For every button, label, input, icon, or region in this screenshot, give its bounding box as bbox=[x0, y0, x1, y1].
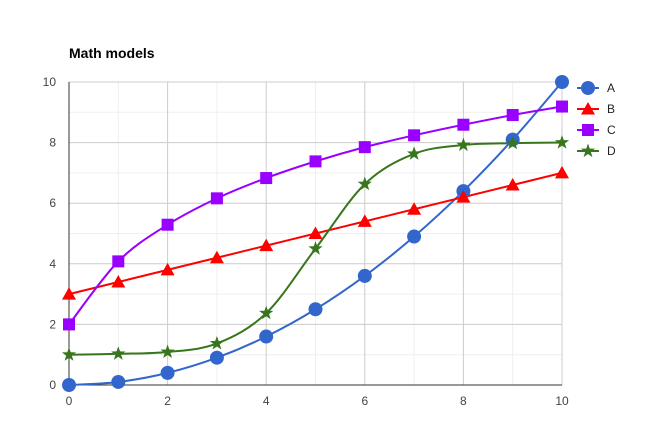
data-point-d bbox=[456, 137, 471, 152]
data-point-b bbox=[160, 262, 175, 276]
data-point-d bbox=[61, 347, 77, 361]
axes: 0 2 4 6 8 10 0 2 4 6 8 10 bbox=[43, 75, 569, 408]
legend-label-a: A bbox=[607, 81, 615, 95]
y-tick-label: 2 bbox=[49, 317, 56, 331]
legend-label-b: B bbox=[607, 102, 615, 116]
data-point-a bbox=[209, 350, 224, 365]
data-point-b bbox=[308, 226, 323, 239]
data-point-b bbox=[407, 202, 422, 215]
y-tick-label: 8 bbox=[49, 136, 56, 150]
data-point-c bbox=[260, 172, 273, 185]
data-point-c bbox=[457, 118, 470, 131]
y-tick-label: 10 bbox=[43, 75, 57, 89]
data-point-c bbox=[358, 141, 371, 154]
data-point-d bbox=[406, 146, 422, 160]
data-point-b bbox=[456, 190, 471, 203]
data-point-d bbox=[505, 135, 520, 150]
data-point-c bbox=[309, 155, 322, 168]
x-tick-label: 4 bbox=[263, 394, 270, 408]
data-point-b bbox=[357, 214, 372, 227]
x-tick-label: 6 bbox=[361, 394, 368, 408]
data-point-b bbox=[555, 165, 569, 179]
data-point-b bbox=[259, 238, 274, 252]
y-tick-label: 4 bbox=[49, 257, 56, 271]
data-point-a bbox=[407, 229, 422, 244]
legend-label-c: C bbox=[607, 123, 616, 137]
x-tick-label: 10 bbox=[555, 394, 569, 408]
data-point-a bbox=[111, 374, 126, 389]
data-point-d bbox=[209, 335, 225, 350]
data-point-a bbox=[555, 75, 569, 89]
data-point-d bbox=[357, 176, 372, 191]
data-point-c bbox=[210, 192, 223, 205]
data-point-d bbox=[259, 305, 274, 320]
data-point-c bbox=[161, 218, 174, 231]
series-markers bbox=[61, 75, 570, 392]
x-tick-label: 8 bbox=[460, 394, 467, 408]
data-point-a bbox=[308, 302, 323, 317]
data-point-b bbox=[62, 287, 76, 300]
x-tick-label: 2 bbox=[164, 394, 171, 408]
data-point-c bbox=[63, 318, 75, 331]
data-point-b bbox=[111, 274, 126, 288]
data-point-c bbox=[112, 255, 125, 268]
y-tick-label: 0 bbox=[49, 378, 56, 392]
chart-title: Math models bbox=[69, 45, 155, 61]
legend-marker-c bbox=[582, 124, 594, 136]
legend-label-d: D bbox=[607, 144, 616, 158]
data-point-d bbox=[160, 344, 175, 359]
x-tick-label: 0 bbox=[66, 394, 73, 408]
legend-marker-b bbox=[581, 102, 595, 115]
y-tick-label: 6 bbox=[49, 196, 56, 210]
data-point-a bbox=[357, 268, 372, 283]
data-point-c bbox=[556, 100, 568, 113]
data-point-d bbox=[308, 241, 323, 255]
data-point-a bbox=[160, 365, 175, 380]
data-point-d bbox=[111, 346, 126, 360]
data-point-b bbox=[505, 178, 520, 191]
data-point-c bbox=[506, 109, 519, 122]
data-point-d bbox=[554, 135, 570, 149]
data-point-b bbox=[209, 250, 224, 264]
data-point-c bbox=[408, 129, 421, 142]
legend-marker-d bbox=[580, 143, 596, 158]
data-point-a bbox=[259, 329, 274, 344]
legend-marker-a bbox=[581, 81, 595, 95]
data-point-a bbox=[62, 378, 76, 392]
